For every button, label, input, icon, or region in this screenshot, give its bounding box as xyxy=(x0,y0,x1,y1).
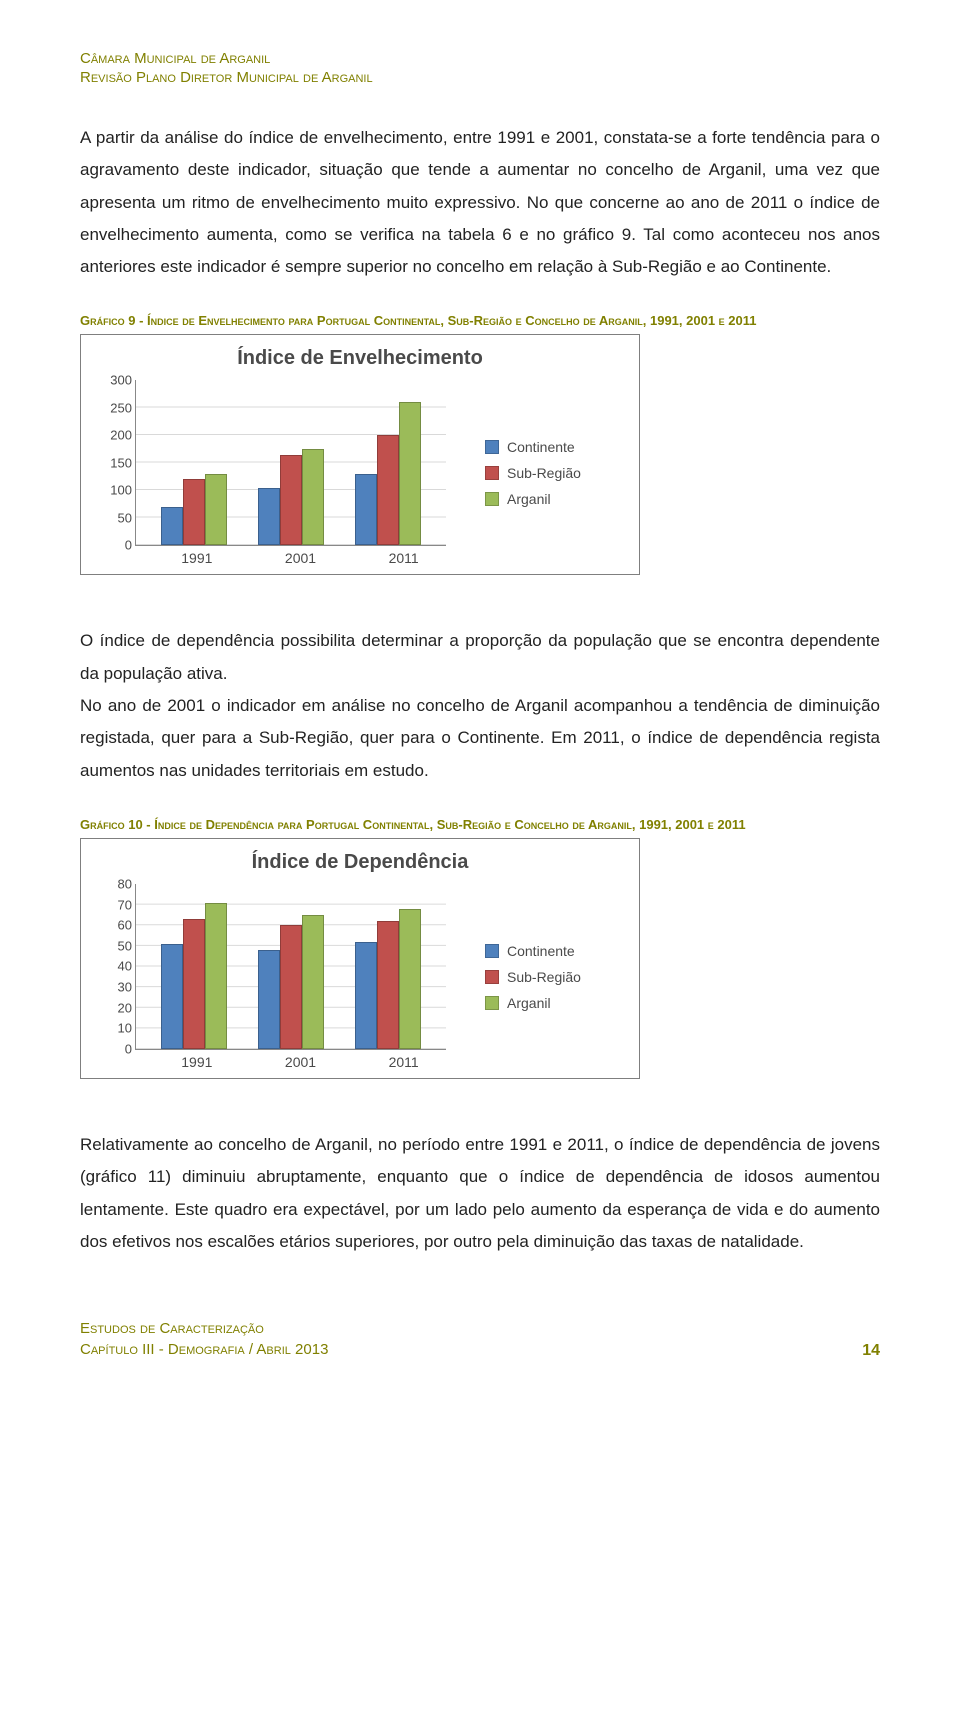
bar-group xyxy=(258,915,324,1049)
bar xyxy=(280,925,302,1049)
x-tick-label: 2011 xyxy=(389,1054,419,1070)
chart2-plot: 01020304050607080199120012011 xyxy=(93,884,465,1070)
bar xyxy=(183,479,205,545)
bar xyxy=(258,950,280,1049)
chart1-container: Índice de Envelhecimento 0 50 100 150 200 250… xyxy=(80,334,640,575)
bar xyxy=(161,507,183,546)
x-tick-label: 2001 xyxy=(285,550,316,566)
header-org: Câmara Municipal de Arganil xyxy=(80,50,880,67)
y-tick-label: 60 xyxy=(96,918,132,933)
legend-swatch xyxy=(485,466,499,480)
bar xyxy=(355,474,377,546)
bar-group xyxy=(161,474,227,546)
y-tick-label: 40 xyxy=(96,959,132,974)
y-tick-label: 20 xyxy=(96,1000,132,1015)
legend-item: Continente xyxy=(485,439,581,455)
chart1-plot: 050100150200250300199120012011 xyxy=(93,380,465,566)
header-subtitle: Revisão Plano Diretor Municipal de Argan… xyxy=(80,69,880,86)
y-tick-label: 10 xyxy=(96,1021,132,1036)
y-tick-label: 0 xyxy=(96,538,132,553)
y-tick-label: 70 xyxy=(96,897,132,912)
legend-swatch xyxy=(485,944,499,958)
y-tick-label: 30 xyxy=(96,980,132,995)
chart2-legend: Continente Sub-Região Arganil xyxy=(485,933,581,1021)
legend-label: Continente xyxy=(507,943,575,959)
legend-item: Sub-Região xyxy=(485,465,581,481)
page-number: 14 xyxy=(862,1342,880,1360)
paragraph-2: O índice de dependência possibilita dete… xyxy=(80,625,880,786)
bar xyxy=(302,915,324,1049)
legend-swatch xyxy=(485,996,499,1010)
bar xyxy=(399,909,421,1049)
bar-group xyxy=(355,909,421,1049)
legend-item: Sub-Região xyxy=(485,969,581,985)
chart2-container: Índice de Dependência 0 10 20 30 40 50 60 70 80 1… xyxy=(80,838,640,1079)
y-tick-label: 80 xyxy=(96,876,132,891)
bar-group xyxy=(258,449,324,545)
legend-label: Arganil xyxy=(507,995,551,1011)
bar xyxy=(355,942,377,1049)
bar xyxy=(280,455,302,546)
bar xyxy=(377,921,399,1049)
chart2-title: Índice de Dependência xyxy=(93,851,627,874)
paragraph-3: Relativamente ao concelho de Arganil, no… xyxy=(80,1129,880,1258)
y-tick-label: 0 xyxy=(96,1041,132,1056)
legend-item: Continente xyxy=(485,943,581,959)
bar xyxy=(205,474,227,546)
y-tick-label: 150 xyxy=(96,455,132,470)
legend-label: Continente xyxy=(507,439,575,455)
paragraph-1: A partir da análise do índice de envelhe… xyxy=(80,122,880,283)
bar xyxy=(205,903,227,1049)
footer-line2: Capítulo III - Demografia / Abril 2013 xyxy=(80,1339,328,1360)
page-footer: Estudos de Caracterização Capítulo III -… xyxy=(80,1318,880,1360)
bar-group xyxy=(161,903,227,1049)
legend-swatch xyxy=(485,440,499,454)
legend-label: Sub-Região xyxy=(507,465,581,481)
bar xyxy=(258,488,280,546)
chart1-legend: Continente Sub-Região Arganil xyxy=(485,429,581,517)
y-tick-label: 200 xyxy=(96,428,132,443)
y-tick-label: 50 xyxy=(96,938,132,953)
x-tick-label: 1991 xyxy=(181,1054,212,1070)
y-tick-label: 50 xyxy=(96,510,132,525)
x-tick-label: 1991 xyxy=(181,550,212,566)
bar xyxy=(183,919,205,1049)
legend-item: Arganil xyxy=(485,491,581,507)
bar xyxy=(302,449,324,545)
chart2-caption: Gráfico 10 - Índice de Dependência para … xyxy=(80,817,880,832)
bar xyxy=(161,944,183,1049)
y-tick-label: 250 xyxy=(96,400,132,415)
y-tick-label: 100 xyxy=(96,483,132,498)
legend-swatch xyxy=(485,492,499,506)
footer-line1: Estudos de Caracterização xyxy=(80,1318,328,1339)
bar xyxy=(377,435,399,545)
chart1-title: Índice de Envelhecimento xyxy=(93,347,627,370)
chart1-caption: Gráfico 9 - Índice de Envelhecimento par… xyxy=(80,313,880,328)
x-tick-label: 2001 xyxy=(285,1054,316,1070)
x-tick-label: 2011 xyxy=(389,550,419,566)
legend-label: Sub-Região xyxy=(507,969,581,985)
legend-swatch xyxy=(485,970,499,984)
bar xyxy=(399,402,421,545)
y-tick-label: 300 xyxy=(96,373,132,388)
legend-item: Arganil xyxy=(485,995,581,1011)
bar-group xyxy=(355,402,421,545)
legend-label: Arganil xyxy=(507,491,551,507)
